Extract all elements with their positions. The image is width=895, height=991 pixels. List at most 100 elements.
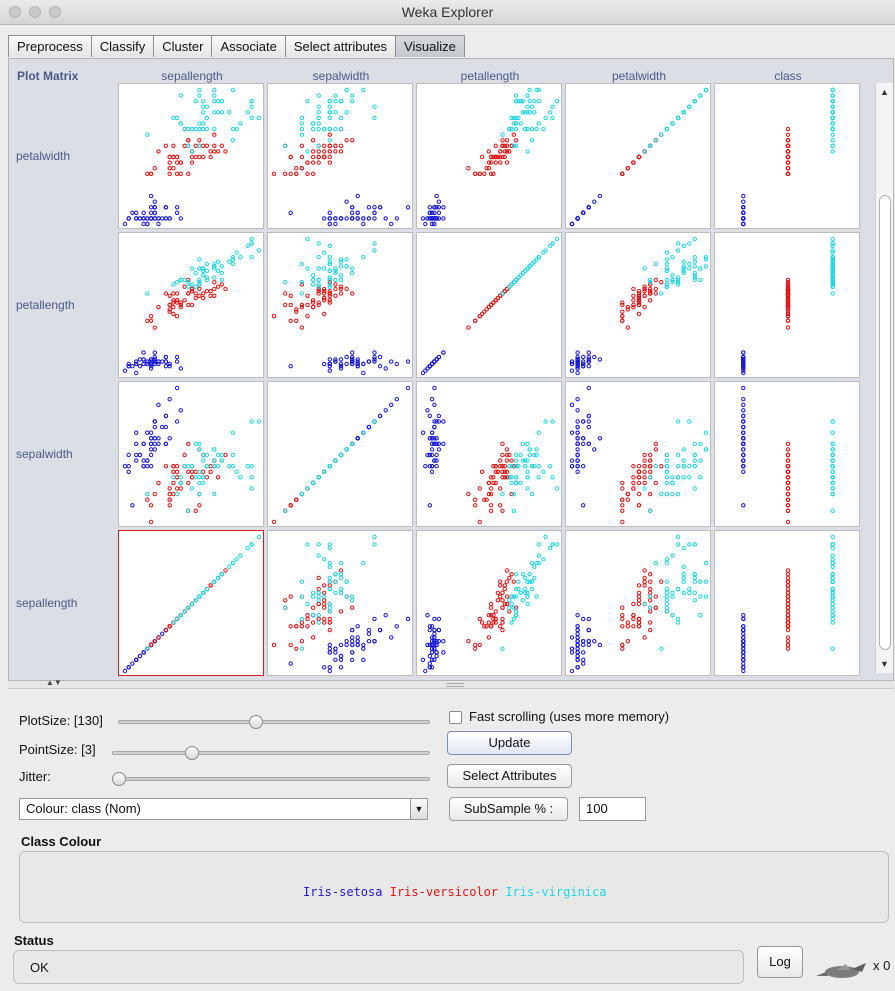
plot-cell-sepallength-vs-petalwidth[interactable] xyxy=(565,530,711,676)
plot-cell-petalwidth-vs-class[interactable] xyxy=(714,83,860,229)
point-iris-virginica-5 xyxy=(681,546,686,551)
point-iris-versicolor-45 xyxy=(631,160,636,165)
plot-size-slider-track[interactable] xyxy=(118,720,430,724)
class-colour-legend: Iris-setosa Iris-versicolor Iris-virgini… xyxy=(303,885,606,899)
point-size-slider-knob[interactable] xyxy=(184,746,199,760)
point-iris-virginica-5 xyxy=(548,243,553,249)
plot-cell-petalwidth-vs-petalwidth[interactable] xyxy=(565,83,711,229)
point-iris-versicolor-36 xyxy=(333,286,338,292)
dropdown-arrow-icon[interactable]: ▼ xyxy=(410,799,427,819)
plot-cell-sepalwidth-vs-sepallength[interactable] xyxy=(118,381,264,527)
plot-cell-petallength-vs-class[interactable] xyxy=(714,232,860,378)
point-iris-virginica-13 xyxy=(675,616,681,622)
scroll-down-icon[interactable]: ▼ xyxy=(880,659,889,669)
plot-cell-sepallength-vs-petallength[interactable] xyxy=(416,530,562,676)
point-iris-setosa-37 xyxy=(145,430,150,435)
plot-cell-petalwidth-vs-sepalwidth[interactable] xyxy=(267,83,413,229)
point-iris-virginica-22 xyxy=(675,241,681,246)
panel-splitter[interactable]: ▲▼ xyxy=(8,678,894,689)
tab-associate[interactable]: Associate xyxy=(211,35,286,57)
jitter-slider-track[interactable] xyxy=(112,777,430,781)
tab-visualize[interactable]: Visualize xyxy=(395,35,465,57)
point-iris-setosa-29 xyxy=(741,653,746,659)
plot-cell-sepallength-vs-sepallength[interactable] xyxy=(118,530,264,676)
tab-preprocess[interactable]: Preprocess xyxy=(8,35,92,57)
plot-size-slider-knob[interactable] xyxy=(249,715,264,729)
point-iris-versicolor-18 xyxy=(785,508,791,514)
point-iris-versicolor-5 xyxy=(500,154,505,160)
legend-iris-versicolor[interactable]: Iris-versicolor xyxy=(389,885,499,899)
point-iris-setosa-44 xyxy=(441,639,446,644)
point-iris-virginica-33 xyxy=(648,277,653,283)
plot-cell-petalwidth-vs-petallength[interactable] xyxy=(416,83,562,229)
point-iris-setosa-16 xyxy=(586,413,591,419)
colour-select[interactable]: Colour: class (Nom) ▼ xyxy=(19,798,428,820)
tab-classify[interactable]: Classify xyxy=(90,35,155,57)
point-iris-setosa-21 xyxy=(152,424,157,430)
point-iris-versicolor-42 xyxy=(785,302,791,308)
update-button[interactable]: Update xyxy=(447,731,572,755)
plot-cell-sepalwidth-vs-class[interactable] xyxy=(714,381,860,527)
point-iris-setosa-22 xyxy=(741,370,746,376)
plot-cell-sepallength-vs-class[interactable] xyxy=(714,530,860,676)
scroll-thumb[interactable] xyxy=(879,195,891,650)
point-iris-setosa-23 xyxy=(436,354,442,360)
point-iris-virginica-26 xyxy=(664,598,670,603)
plot-cell-sepallength-vs-sepalwidth[interactable] xyxy=(267,530,413,676)
point-iris-versicolor-46 xyxy=(493,616,498,622)
plot-cell-petalwidth-vs-sepallength[interactable] xyxy=(118,83,264,229)
jitter-slider-knob[interactable] xyxy=(112,772,126,786)
point-iris-setosa-38 xyxy=(327,665,332,670)
point-iris-setosa-42 xyxy=(338,364,344,369)
subsample-input[interactable]: 100 xyxy=(579,797,646,821)
minimize-window-button[interactable] xyxy=(29,6,41,18)
point-iris-setosa-48 xyxy=(432,631,437,637)
point-iris-virginica-7 xyxy=(664,250,670,255)
log-button[interactable]: Log xyxy=(757,946,803,978)
point-iris-setosa-32 xyxy=(389,402,394,407)
point-iris-setosa-28 xyxy=(350,361,355,367)
point-iris-setosa-42 xyxy=(126,364,131,369)
plot-cell-petallength-vs-petallength[interactable] xyxy=(416,232,562,378)
point-iris-virginica-15 xyxy=(201,452,206,458)
splitter-grip-icon[interactable] xyxy=(446,683,464,687)
point-iris-versicolor-18 xyxy=(193,508,198,514)
plot-cell-sepalwidth-vs-sepalwidth[interactable] xyxy=(267,381,413,527)
legend-iris-setosa[interactable]: Iris-setosa xyxy=(303,885,383,899)
select-attributes-button[interactable]: Select Attributes xyxy=(447,764,572,788)
plot-cell-petallength-vs-sepallength[interactable] xyxy=(118,232,264,378)
point-iris-setosa-14 xyxy=(425,613,430,618)
point-iris-virginica-35 xyxy=(249,542,254,547)
point-iris-versicolor-49 xyxy=(316,300,321,305)
point-iris-virginica-3 xyxy=(664,266,670,271)
point-iris-versicolor-19 xyxy=(299,620,305,625)
point-iris-virginica-40 xyxy=(525,579,530,584)
subsample-button[interactable]: SubSample % : xyxy=(449,797,568,821)
matrix-vertical-scrollbar[interactable]: ▲ ▼ xyxy=(875,83,893,673)
point-size-slider-track[interactable] xyxy=(112,751,430,755)
point-iris-versicolor-25 xyxy=(208,464,213,469)
point-iris-virginica-31 xyxy=(830,534,835,540)
tab-select-attributes[interactable]: Select attributes xyxy=(284,35,397,57)
point-iris-setosa-18 xyxy=(174,354,180,360)
plot-cell-petallength-vs-petalwidth[interactable] xyxy=(565,232,711,378)
plot-cell-sepalwidth-vs-petallength[interactable] xyxy=(416,381,562,527)
weka-bird-icon[interactable] xyxy=(816,960,868,982)
point-iris-virginica-46 xyxy=(670,594,675,599)
tab-cluster[interactable]: Cluster xyxy=(153,35,213,57)
point-iris-setosa-8 xyxy=(322,361,327,367)
point-iris-versicolor-25 xyxy=(642,583,647,588)
legend-iris-virginica[interactable]: Iris-virginica xyxy=(505,885,607,899)
plot-cell-petallength-vs-sepalwidth[interactable] xyxy=(267,232,413,378)
close-window-button[interactable] xyxy=(9,6,21,18)
zoom-window-button[interactable] xyxy=(49,6,61,18)
point-iris-virginica-23 xyxy=(197,282,202,287)
plot-cell-sepalwidth-vs-petalwidth[interactable] xyxy=(565,381,711,527)
splitter-arrows-icon[interactable]: ▲▼ xyxy=(46,678,62,687)
fast-scrolling-checkbox[interactable] xyxy=(449,711,462,724)
scroll-up-icon[interactable]: ▲ xyxy=(880,87,889,97)
point-iris-versicolor-23 xyxy=(631,601,636,607)
point-iris-setosa-47 xyxy=(575,657,580,663)
point-iris-versicolor-6 xyxy=(785,447,791,452)
point-iris-virginica-17 xyxy=(372,542,377,547)
